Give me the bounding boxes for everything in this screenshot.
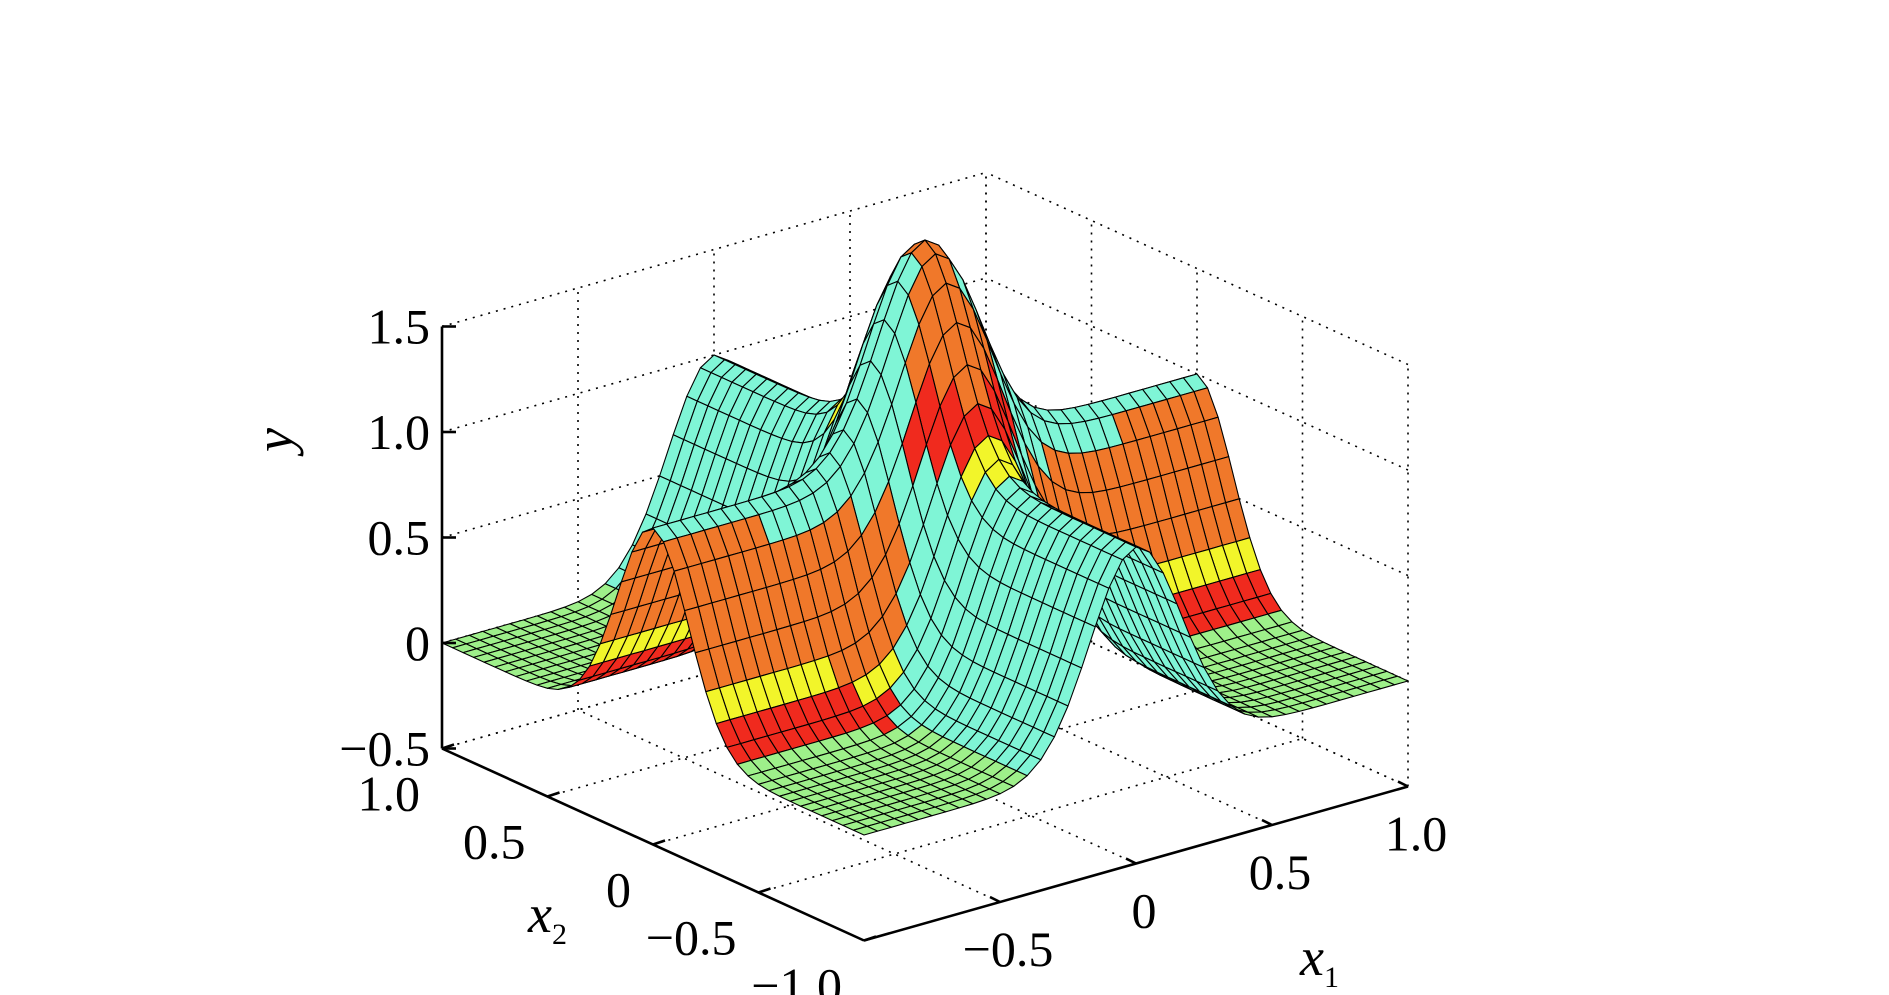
grid-line [985, 171, 1409, 366]
y-tick-label: 0 [405, 615, 430, 671]
x2-tick [758, 887, 771, 894]
surface-face [852, 825, 879, 836]
tick-labels: −0.500.51.01.5−1.0−0.500.51.0−0.500.51.0 [339, 299, 1447, 995]
x2-tick-label: 0 [606, 862, 631, 918]
x1-axis-label: x1 [1299, 927, 1339, 994]
x2-tick-label: 1.0 [358, 766, 421, 822]
x1-tick-label: 0 [1132, 883, 1157, 939]
y-tick-label: −0.5 [339, 721, 430, 777]
x1-tick-label: 1.0 [1385, 806, 1448, 862]
y-axis-label: y [244, 428, 304, 457]
x2-tick [547, 791, 560, 798]
y-tick-label: 0.5 [368, 510, 431, 566]
x1-tick-label: 0.5 [1249, 844, 1312, 900]
x1-tick [1125, 857, 1137, 865]
x2-tick [441, 743, 455, 750]
x1-tick [1397, 780, 1409, 788]
x2-tick [863, 935, 877, 942]
axes [440, 325, 1409, 942]
x1-tick-label: −0.5 [963, 921, 1054, 977]
x2-tick-label: −1.0 [751, 958, 842, 995]
x1-tick [989, 895, 1001, 904]
x2-tick-label: 0.5 [463, 814, 526, 870]
x2-tick-label: −0.5 [646, 910, 737, 966]
x2-axis-label: x2 [527, 884, 567, 951]
x2-tick [652, 839, 666, 846]
y-tick-label: 1.0 [368, 404, 431, 460]
x1-tick [1261, 818, 1273, 827]
surface [441, 239, 1409, 836]
y-tick-label: 1.5 [368, 299, 431, 355]
